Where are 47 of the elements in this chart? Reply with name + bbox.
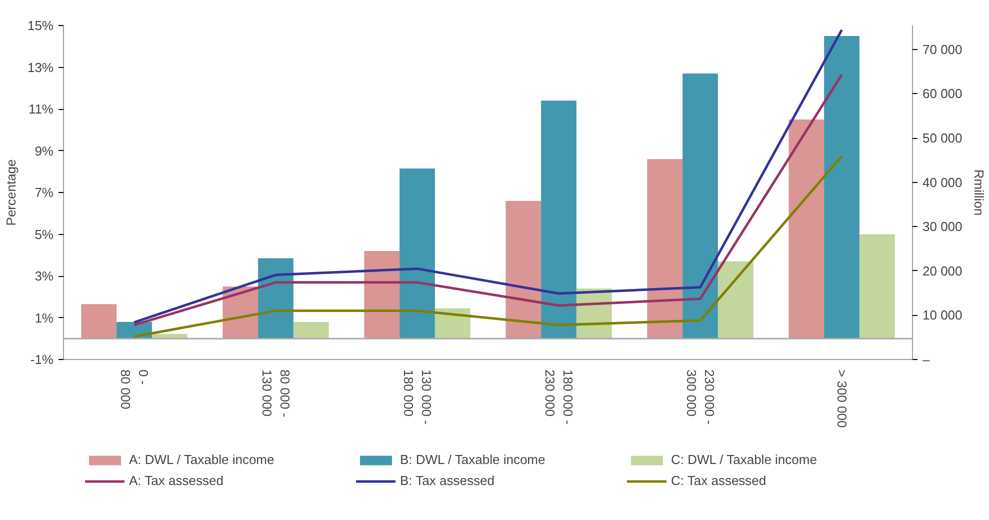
bar: [788, 119, 824, 339]
legend-label: B: Tax assessed: [400, 473, 496, 488]
line-series: [133, 28, 843, 324]
y-tick-label: 7%: [34, 185, 54, 200]
y-tick-label: -1%: [30, 352, 54, 367]
legend-label: A: DWL / Taxable income: [129, 452, 276, 467]
y-tick-label: 13%: [27, 60, 54, 75]
bar: [400, 168, 435, 339]
y2-tick-label: 10 000: [922, 308, 962, 323]
y2-tick-label: 50 000: [922, 130, 962, 146]
bar: [647, 159, 683, 339]
x-tick-label: 80 000 - 130 000: [259, 370, 292, 418]
y2-tick-label: 20 000: [922, 263, 962, 278]
y-tick-label: 9%: [34, 143, 54, 158]
y2-tick-label: –: [922, 352, 930, 367]
legend-label: A: Tax assessed: [129, 473, 224, 488]
y2-tick-label: 70 000: [922, 42, 962, 57]
bar: [718, 261, 754, 339]
x-tick-label: 0 - 80 000: [118, 370, 151, 410]
bar: [541, 100, 576, 339]
x-tick-label: > 300 000: [834, 370, 850, 428]
legend-label: C: Tax assessed: [671, 473, 768, 488]
x-tick-label: 230 000 - 300 000: [684, 370, 717, 424]
bar: [81, 304, 117, 339]
y-tick-label: 3%: [34, 268, 54, 284]
y-tick-label: 1%: [34, 310, 54, 326]
y2-tick-label: 30 000: [922, 219, 962, 234]
y-tick-label: 11%: [28, 102, 54, 116]
bar: [682, 74, 718, 339]
x-tick-label: 180 000 - 230 000: [542, 370, 576, 424]
legend-label: C: DWL / Taxable income: [671, 452, 818, 467]
bar: [859, 234, 895, 339]
line-series: [133, 73, 843, 326]
y2-tick-label: 60 000: [922, 86, 962, 102]
y2-tick-label: 40 000: [922, 174, 962, 190]
bar: [824, 36, 860, 339]
legend-label: B: DWL / Taxable income: [400, 452, 546, 467]
bar: [434, 308, 470, 339]
y-axis-title: Percentage: [3, 159, 18, 226]
bar: [506, 200, 542, 339]
y2-axis-title: Rmillion: [971, 169, 986, 216]
line-series: [133, 154, 843, 338]
y-tick-label: 5%: [34, 226, 54, 242]
y-tick-label: 15%: [27, 18, 54, 33]
x-tick-label: 130 000 - 180 000: [400, 370, 434, 424]
bar: [364, 250, 400, 339]
bar: [293, 322, 329, 339]
